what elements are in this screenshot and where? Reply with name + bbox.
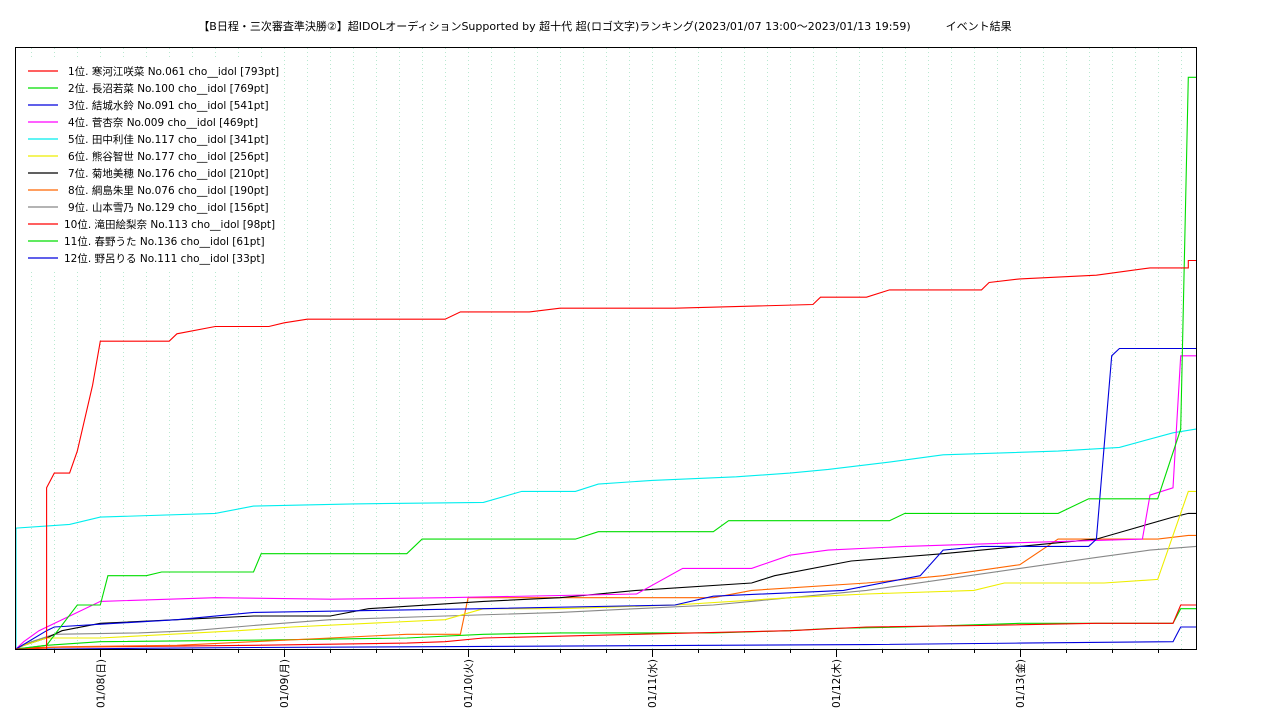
legend-entry: 9位. 山本雪乃 No.129 cho__idol [156pt] bbox=[68, 201, 269, 214]
series-line-2 bbox=[15, 76, 1196, 650]
legend: 1位. 寒河江咲菜 No.061 cho__idol [793pt] 2位. 長沼… bbox=[22, 60, 284, 270]
legend-entry: 12位. 野呂りる No.111 cho__idol [33pt] bbox=[64, 252, 265, 265]
legend-entry: 1位. 寒河江咲菜 No.061 cho__idol [793pt] bbox=[68, 65, 279, 78]
x-tick-label: 01/09(月) bbox=[279, 659, 291, 708]
legend-entry: 11位. 春野うた No.136 cho__idol [61pt] bbox=[64, 235, 265, 248]
legend-entry: 3位. 結城水鈴 No.091 cho__idol [541pt] bbox=[68, 99, 269, 112]
x-tick-label: 01/11(水) bbox=[647, 659, 659, 708]
series-line-4 bbox=[15, 355, 1196, 650]
series-line-5 bbox=[15, 428, 1197, 649]
chart-title: 【B日程・三次審査準決勝②】超IDOLオーディションSupported by 超… bbox=[0, 18, 1210, 34]
legend-entry: 5位. 田中利佳 No.117 cho__idol [341pt] bbox=[68, 133, 269, 146]
x-tick-label: 01/08(日) bbox=[95, 659, 107, 708]
legend-entry: 8位. 綱島朱里 No.076 cho__idol [190pt] bbox=[68, 184, 269, 197]
series-line-9 bbox=[15, 545, 1197, 650]
x-tick-label: 01/12(木) bbox=[831, 659, 843, 708]
series-line-7 bbox=[15, 512, 1196, 650]
legend-background bbox=[22, 60, 284, 270]
legend-entry: 7位. 菊地美穂 No.176 cho__idol [210pt] bbox=[68, 167, 269, 180]
legend-entry: 2位. 長沼若菜 No.100 cho__idol [769pt] bbox=[68, 82, 269, 95]
x-tick-label: 01/10(火) bbox=[463, 659, 475, 708]
series-line-8 bbox=[15, 534, 1196, 650]
x-tick-label: 01/13(金) bbox=[1014, 659, 1027, 708]
legend-entry: 10位. 滝田絵梨奈 No.113 cho__idol [98pt] bbox=[64, 218, 275, 231]
series-line-6 bbox=[15, 490, 1196, 650]
chart-subtitle: イベント結果 bbox=[945, 20, 1012, 33]
series-lines bbox=[15, 76, 1197, 650]
series-line-3 bbox=[15, 347, 1196, 650]
series-line-1 bbox=[16, 259, 1196, 650]
series-line-12 bbox=[16, 626, 1196, 650]
x-axis-ticks: 01/08(日) 01/09(月) 01/10(火) 01/11(水) 01/12(木)… bbox=[54, 649, 1159, 708]
legend-entry: 4位. 菅杏奈 No.009 cho__idol [469pt] bbox=[68, 116, 258, 129]
series-line-10 bbox=[15, 604, 1196, 650]
legend-entry: 6位. 熊谷智世 No.177 cho__idol [256pt] bbox=[68, 150, 269, 163]
chart-title-main: 【B日程・三次審査準決勝②】超IDOLオーディションSupported by 超… bbox=[198, 20, 911, 33]
